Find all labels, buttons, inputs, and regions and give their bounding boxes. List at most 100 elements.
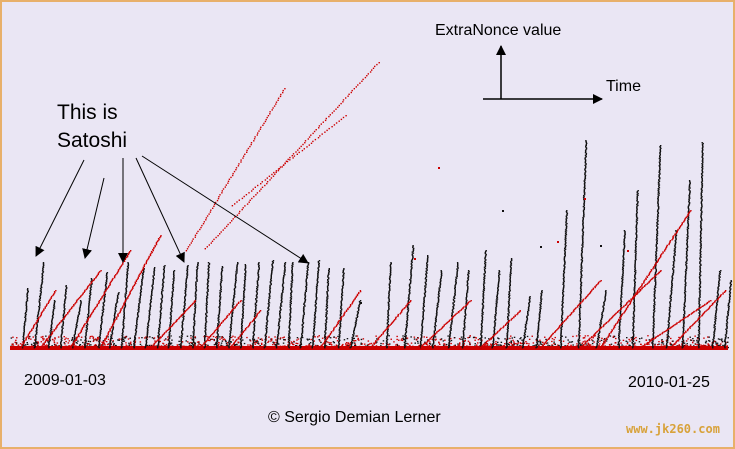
ramp-streak-black (236, 267, 238, 269)
baseline-dot (230, 336, 233, 339)
ramp-streak-black (254, 302, 257, 305)
ramp-streak-black (449, 334, 451, 336)
ramp-streak-black (312, 342, 314, 344)
ramp-streak-black (152, 276, 154, 278)
ramp-streak-black (217, 325, 219, 328)
ramp-streak-black (432, 340, 435, 342)
ramp-streak-black (337, 346, 340, 348)
ramp-streak-black (205, 323, 207, 326)
ramp-streak-black (87, 314, 90, 317)
ramp-streak-black (281, 284, 284, 286)
baseline-dot (390, 338, 392, 340)
baseline-dot (705, 345, 707, 347)
ramp-streak-black (278, 323, 280, 326)
ramp-streak-black (102, 305, 104, 308)
ramp-streak-black (241, 323, 243, 325)
ramp-streak-black (304, 300, 306, 303)
ramp-streak-black (314, 318, 316, 320)
ramp-streak-black (257, 274, 259, 277)
ramp-streak-black (99, 336, 101, 339)
ramp-streak-black (170, 319, 172, 321)
ramp-streak-black (181, 324, 184, 326)
ramp-streak-black (277, 329, 280, 331)
ramp-streak-black (413, 247, 415, 250)
ramp-streak-black (110, 336, 112, 339)
ramp-streak-black (163, 274, 165, 276)
ramp-streak-black (121, 338, 124, 341)
ramp-streak-black (160, 312, 162, 314)
ramp-streak-black (307, 266, 309, 268)
ramp-streak-black (35, 332, 38, 334)
ramp-streak-black (63, 315, 65, 317)
ramp-streak-black (436, 306, 439, 309)
ramp-streak-black (408, 283, 411, 285)
baseline-dot (389, 343, 391, 345)
baseline-dot (709, 340, 711, 342)
ramp-streak-black (215, 341, 218, 343)
ramp-streak-black (163, 276, 165, 278)
ramp-streak-black (241, 328, 243, 330)
ramp-streak-black (255, 304, 258, 306)
ramp-streak-black (242, 316, 244, 318)
ramp-streak-black (315, 306, 317, 308)
ramp-streak-black (89, 296, 91, 298)
ramp-streak-black (328, 271, 330, 274)
baseline-dot (189, 345, 191, 347)
ramp-streak-black (65, 285, 67, 288)
baseline-dot (296, 342, 299, 345)
ramp-streak-black (448, 342, 450, 344)
baseline-dot (434, 345, 437, 347)
ramp-streak-black (169, 317, 171, 319)
ramp-streak-black (151, 291, 153, 294)
ramp-streak-black (253, 320, 255, 322)
ramp-streak-black (160, 303, 162, 306)
baseline-dot (700, 344, 702, 346)
baseline-dot (499, 344, 502, 346)
ramp-streak-black (283, 274, 285, 277)
ramp-streak-black (122, 336, 124, 339)
ramp-streak-black (35, 340, 37, 342)
baseline-dot (47, 339, 50, 341)
ramp-streak-black (436, 314, 438, 316)
ramp-streak-black (302, 323, 304, 325)
ramp-streak-black (170, 299, 173, 302)
ramp-streak-black (109, 341, 111, 343)
ramp-streak-black (170, 322, 172, 325)
ramp-streak-black (390, 263, 392, 266)
ramp-streak-black (425, 286, 427, 288)
ramp-streak-black (124, 304, 127, 306)
ramp-streak-black (135, 332, 137, 334)
ramp-streak-black (221, 270, 223, 272)
ramp-streak-black (171, 296, 174, 298)
baseline-dot (469, 335, 471, 337)
ramp-streak-black (316, 297, 318, 299)
ramp-streak-black (89, 287, 92, 289)
ramp-streak-black (123, 314, 125, 317)
ramp-streak-black (230, 316, 233, 318)
ramp-streak-black (289, 320, 291, 322)
ramp-streak-black (314, 305, 317, 307)
ramp-streak-black (185, 284, 188, 286)
ramp-streak-black (49, 333, 52, 335)
ramp-streak-black (216, 338, 218, 341)
ramp-streak-black (243, 289, 246, 292)
baseline-dot (198, 342, 200, 344)
baseline-dot (554, 336, 556, 339)
ramp-streak-black (147, 324, 150, 327)
ramp-streak-black (195, 283, 197, 285)
ramp-streak-black (327, 282, 330, 285)
ramp-streak-black (389, 274, 391, 277)
ramp-streak-black (25, 311, 28, 313)
ramp-streak-black (244, 272, 247, 274)
ramp-streak-black (127, 267, 129, 269)
ramp-streak-black (264, 334, 267, 336)
ramp-streak-black (172, 282, 175, 284)
ramp-streak-black (327, 287, 329, 289)
baseline-dot (40, 336, 43, 338)
ramp-streak-black (291, 281, 294, 283)
ramp-streak-black (255, 308, 257, 310)
ramp-streak-black (388, 299, 390, 302)
ramp-streak-black (277, 331, 280, 333)
ramp-streak-black (39, 287, 42, 289)
ramp-streak-black (101, 320, 103, 322)
